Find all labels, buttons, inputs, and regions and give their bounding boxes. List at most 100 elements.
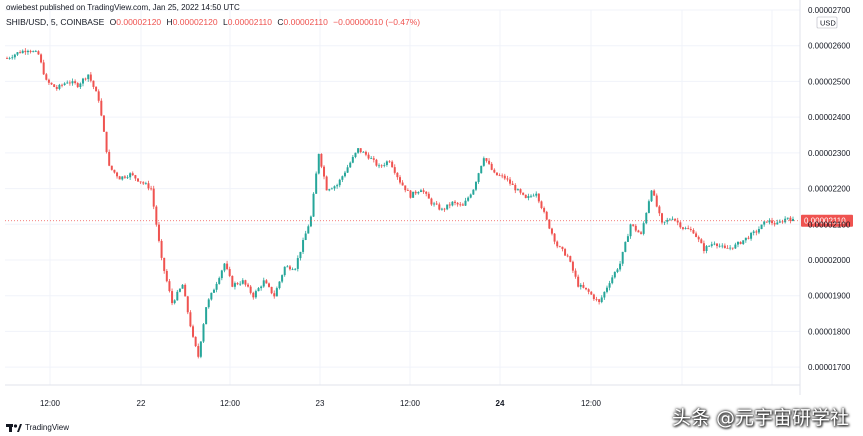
candle-body: [304, 233, 307, 241]
candle-body: [592, 294, 595, 300]
candle-body: [603, 291, 606, 298]
candle-body: [750, 232, 753, 239]
candle-body: [364, 151, 367, 155]
candle-body: [226, 263, 229, 270]
x-tick-label: 22: [137, 399, 146, 408]
ohlc-legend: SHIB/USD, 5, COINBASE O0.00002120 H0.000…: [6, 17, 420, 27]
candle-body: [283, 266, 286, 276]
candle-body: [792, 218, 794, 222]
candle-body: [150, 188, 153, 190]
candle-body: [61, 84, 64, 86]
candle-body: [338, 179, 341, 186]
candle-body: [89, 74, 92, 81]
candle-body: [781, 221, 784, 223]
candle-body: [469, 194, 472, 198]
candle-body: [265, 280, 268, 284]
y-tick-label: 0.00002700: [808, 6, 851, 15]
candle-body: [68, 82, 71, 84]
candle-body: [262, 280, 265, 287]
candle-body: [721, 245, 724, 247]
candle-body: [723, 245, 726, 248]
candle-body: [268, 283, 270, 287]
candle-body: [147, 183, 150, 189]
open-label: O: [109, 17, 117, 27]
candle-body: [241, 280, 244, 284]
candle-body: [388, 161, 391, 163]
candle-body: [443, 208, 446, 210]
candle-body: [176, 291, 179, 301]
candle-body: [519, 189, 522, 193]
candle-body: [192, 326, 195, 337]
candle-body: [71, 81, 74, 84]
candle-body: [742, 240, 745, 244]
candle-body: [142, 182, 145, 184]
candle-body: [632, 224, 635, 226]
symbol-line[interactable]: SHIB/USD, 5, COINBASE: [6, 17, 105, 27]
candle-body: [270, 286, 273, 294]
candle-body: [739, 241, 742, 244]
candle-body: [260, 286, 263, 289]
candle-body: [571, 261, 574, 271]
candle-body: [613, 271, 616, 278]
candle-body: [406, 190, 409, 191]
candle-body: [42, 62, 45, 75]
change-value: −0.00000010 (−0.47%): [333, 17, 421, 27]
candle-body: [13, 54, 16, 58]
price-axis[interactable]: 0.00002700 0.00002600 0.00002500 0.00002400…: [808, 6, 851, 372]
x-tick-label: 23: [316, 399, 325, 408]
candle-body: [399, 177, 401, 183]
candle-body: [495, 172, 498, 176]
candle-body: [249, 286, 252, 293]
candle-body: [116, 172, 119, 177]
candle-body: [522, 192, 525, 195]
candle-body: [705, 246, 708, 251]
candle-body: [97, 91, 100, 101]
candle-body: [343, 172, 346, 177]
candle-body: [317, 153, 320, 174]
candle-body: [168, 281, 171, 292]
candle-body: [716, 243, 719, 246]
candle-body: [757, 229, 760, 233]
candle-body: [600, 297, 603, 303]
candle-body: [702, 243, 705, 251]
candle-body: [307, 226, 310, 234]
candle-body: [467, 197, 470, 201]
candle-body: [734, 244, 737, 249]
candle-body: [558, 246, 561, 248]
candle-body: [587, 289, 590, 292]
candle-body: [215, 283, 218, 290]
candle-body: [45, 74, 48, 80]
candle-body: [202, 324, 205, 342]
y-tick-label: 0.00002500: [808, 77, 851, 86]
candle-body: [50, 82, 53, 85]
candle-body: [681, 227, 684, 229]
candle-body: [163, 257, 166, 271]
y-tick-label: 0.00001900: [808, 292, 851, 301]
candle-body: [24, 50, 27, 53]
candle-body: [511, 183, 514, 186]
candle-body: [19, 52, 22, 54]
time-axis[interactable]: 12:00 22 12:00 23 12:00 24 12:00: [40, 399, 602, 408]
tradingview-brand: TradingView: [25, 423, 70, 432]
candle-body: [472, 189, 475, 195]
candle-body: [412, 191, 415, 198]
candle-body: [650, 190, 653, 202]
candle-body: [236, 283, 239, 285]
candle-body: [419, 190, 422, 192]
candle-body: [118, 176, 121, 180]
tradingview-footer[interactable]: TradingView: [6, 423, 69, 432]
candle-body: [291, 269, 294, 271]
candle-body: [8, 57, 11, 59]
candle-body: [516, 189, 519, 191]
candle-body: [178, 288, 181, 292]
candle-body: [40, 54, 43, 63]
candle-body: [84, 78, 87, 80]
candle-body: [126, 177, 129, 179]
candle-body: [81, 78, 84, 84]
candle-body: [375, 159, 378, 166]
x-tick-label: 12:00: [220, 399, 241, 408]
candle-body: [789, 217, 792, 222]
candle-body: [689, 229, 692, 230]
last-price-tag: [801, 214, 853, 227]
